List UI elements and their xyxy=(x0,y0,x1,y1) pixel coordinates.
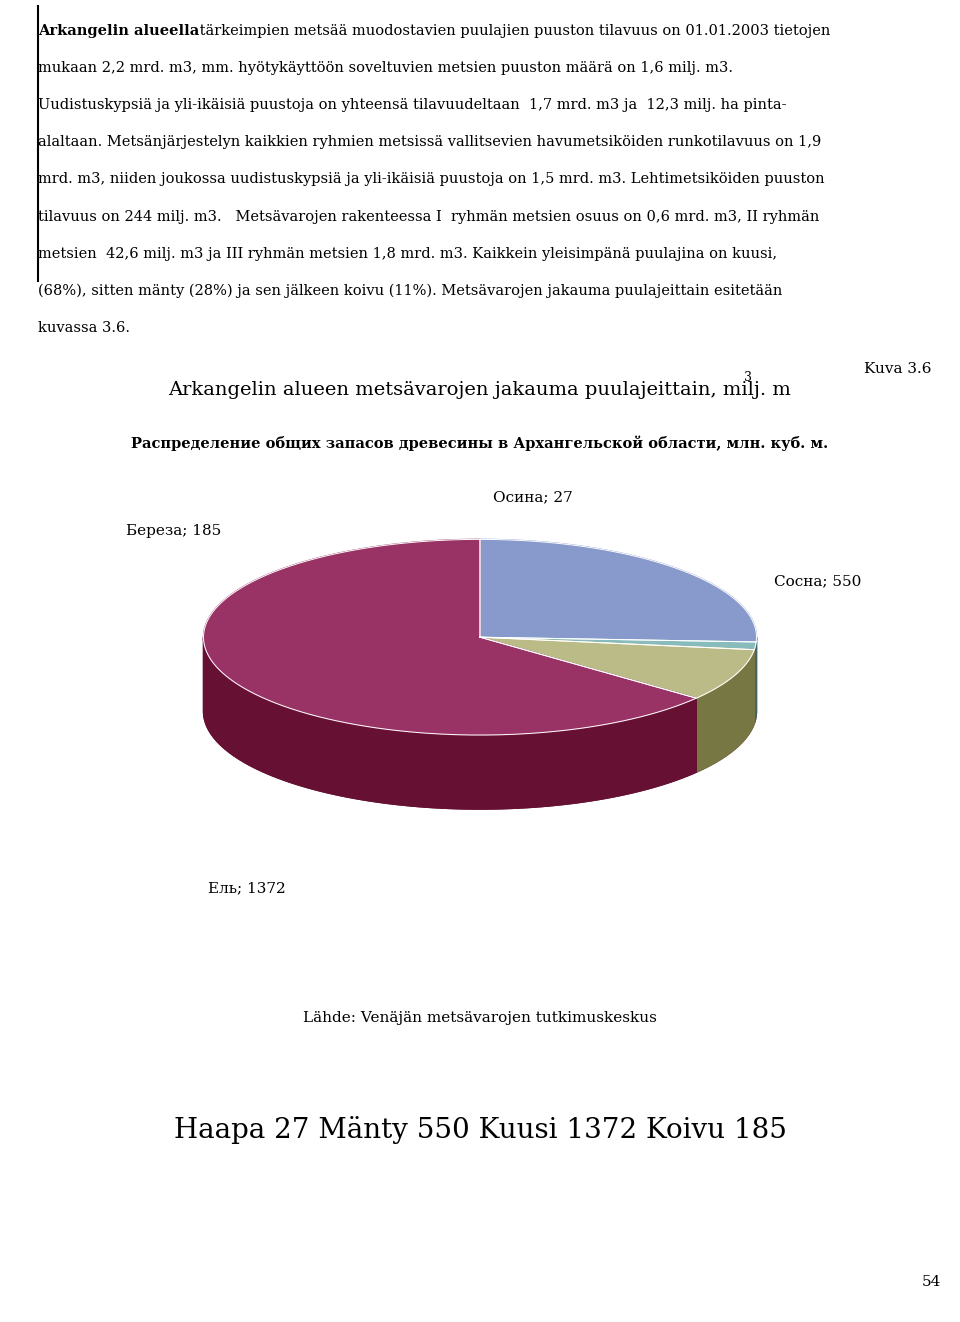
Polygon shape xyxy=(480,637,756,717)
Polygon shape xyxy=(204,539,696,735)
Polygon shape xyxy=(480,637,755,698)
Polygon shape xyxy=(480,637,696,772)
Polygon shape xyxy=(204,637,756,809)
Text: 3: 3 xyxy=(744,371,753,383)
Text: Uudistuskypsiä ja yli-ikäisiä puustoja on yhteensä tilavuudeltaan  1,7 mrd. m3 j: Uudistuskypsiä ja yli-ikäisiä puustoja o… xyxy=(38,98,787,112)
Text: Ель; 1372: Ель; 1372 xyxy=(208,882,285,895)
Text: kuvassa 3.6.: kuvassa 3.6. xyxy=(38,321,131,334)
Text: Сосна; 550: Сосна; 550 xyxy=(774,575,861,588)
Text: (68%), sitten mänty (28%) ja sen jälkeen koivu (11%). Metsävarojen jakauma puula: (68%), sitten mänty (28%) ja sen jälkeen… xyxy=(38,284,782,299)
Text: Arkangelin alueen metsävarojen jakauma puulajeittain, milj. m: Arkangelin alueen metsävarojen jakauma p… xyxy=(169,381,791,399)
Text: Arkangelin alueella: Arkangelin alueella xyxy=(38,24,200,38)
Polygon shape xyxy=(480,637,755,723)
Polygon shape xyxy=(480,637,756,649)
Polygon shape xyxy=(755,642,756,723)
Polygon shape xyxy=(480,637,756,717)
Polygon shape xyxy=(204,639,696,809)
Text: Береза; 185: Береза; 185 xyxy=(126,525,221,538)
Polygon shape xyxy=(480,539,756,642)
Text: metsien  42,6 milj. m3 ja III ryhmän metsien 1,8 mrd. m3. Kaikkein yleisimpänä p: metsien 42,6 milj. m3 ja III ryhmän mets… xyxy=(38,247,778,260)
Text: tilavuus on 244 milj. m3.   Metsävarojen rakenteessa I  ryhmän metsien osuus on : tilavuus on 244 milj. m3. Metsävarojen r… xyxy=(38,209,820,223)
Polygon shape xyxy=(696,649,755,772)
Text: tärkeimpien metsää muodostavien puulajien puuston tilavuus on 01.01.2003 tietoje: tärkeimpien metsää muodostavien puulajie… xyxy=(195,24,830,38)
Text: Lähde: Venäjän metsävarojen tutkimuskeskus: Lähde: Venäjän metsävarojen tutkimuskesk… xyxy=(303,1011,657,1025)
Polygon shape xyxy=(480,637,755,723)
Text: alaltaan. Metsänjärjestelyn kaikkien ryhmien metsissä vallitsevien havumetsiköid: alaltaan. Metsänjärjestelyn kaikkien ryh… xyxy=(38,135,822,149)
Polygon shape xyxy=(480,637,696,772)
Text: Распределение общих запасов древесины в Архангельской области, млн. куб. м.: Распределение общих запасов древесины в … xyxy=(132,435,828,451)
Text: Осина; 27: Осина; 27 xyxy=(493,490,573,504)
Text: 54: 54 xyxy=(922,1276,941,1289)
Text: Kuva 3.6: Kuva 3.6 xyxy=(864,362,931,375)
Text: Haapa 27 Mänty 550 Kuusi 1372 Koivu 185: Haapa 27 Mänty 550 Kuusi 1372 Koivu 185 xyxy=(174,1116,786,1145)
Text: mukaan 2,2 mrd. m3, mm. hyötykäyttöön soveltuvien metsien puuston määrä on 1,6 m: mukaan 2,2 mrd. m3, mm. hyötykäyttöön so… xyxy=(38,61,733,75)
Text: mrd. m3, niiden joukossa uudistuskypsiä ja yli-ikäisiä puustoja on 1,5 mrd. m3. : mrd. m3, niiden joukossa uudistuskypsiä … xyxy=(38,172,825,186)
